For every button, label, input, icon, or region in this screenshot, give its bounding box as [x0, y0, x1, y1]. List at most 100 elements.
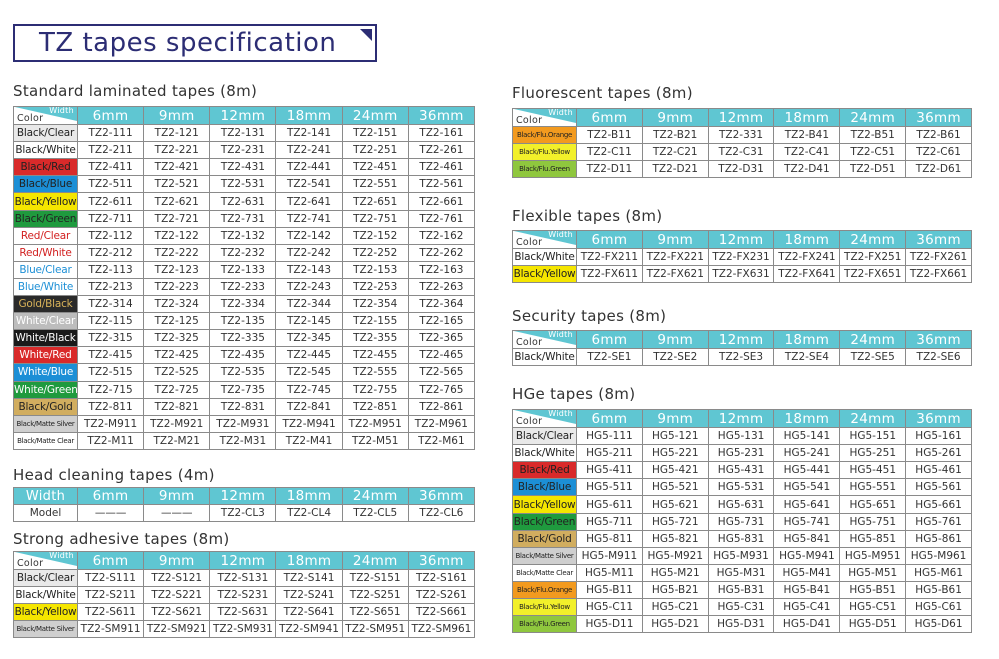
model-code-cell: TZ2-345 [275, 329, 343, 348]
color-cell: Black/Flu.Yellow [512, 143, 577, 162]
model-code-cell: TZ2-CL3 [209, 504, 277, 523]
model-code-cell: HG5-541 [773, 478, 841, 497]
model-code-cell: TZ2-SE5 [839, 348, 907, 367]
model-code-cell: TZ2-212 [76, 243, 145, 262]
width-header-cell: 9mm [641, 107, 709, 128]
model-code-cell: TZ2-335 [209, 329, 277, 348]
model-code-cell: TZ2-621 [143, 192, 211, 211]
model-code-cell: TZ2-142 [275, 226, 343, 245]
model-code-cell: TZ2-FX651 [839, 265, 907, 284]
width-label: Width [548, 109, 573, 117]
width-header-cell: 36mm [905, 107, 972, 128]
model-code-cell: TZ2-SE4 [773, 348, 841, 367]
color-cell: Black/Green [512, 512, 577, 531]
model-code-cell: TZ2-SE3 [707, 348, 775, 367]
width-header-cell: 6mm [76, 550, 145, 571]
model-code-cell: TZ2-S121 [143, 569, 211, 588]
model-code-cell: HG5-411 [576, 461, 643, 480]
model-code-cell: TZ2-611 [76, 192, 145, 211]
color-label: Color [516, 115, 543, 127]
model-code-cell: TZ2-241 [275, 141, 343, 160]
model-code-cell: HG5-C41 [773, 598, 841, 617]
model-code-cell: TZ2-M951 [341, 414, 409, 433]
table-row: Blue/White TZ2-213 TZ2-223 TZ2-233 TZ2-243 TZ… [13, 277, 476, 297]
model-code-cell: HG5-M41 [773, 563, 841, 582]
color-cell: White/Blue [13, 363, 78, 382]
model-code-cell: HG5-431 [707, 461, 775, 480]
width-header-cell: 36mm [407, 486, 476, 506]
model-code-cell: TZ2-541 [275, 175, 343, 194]
model-code-cell: TZ2-415 [76, 346, 145, 365]
width-header-cell: 12mm [209, 486, 277, 506]
table-row: Black/Flu.Yellow HG5-C11 HG5-C21 HG5-C31 HG5… [512, 598, 972, 617]
width-header-cell: 24mm [839, 229, 907, 250]
model-code-cell: HG5-511 [576, 478, 643, 497]
model-code-cell: TZ2-SM931 [209, 620, 277, 639]
model-code-cell: TZ2-122 [143, 226, 211, 245]
model-code-cell: TZ2-521 [143, 175, 211, 194]
model-code-cell: TZ2-133 [209, 260, 277, 279]
model-code-cell: HG5-241 [773, 444, 841, 463]
model-code-cell: TZ2-841 [275, 397, 343, 416]
width-header-cell: 18mm [275, 105, 343, 126]
model-code-cell: TZ2-S611 [76, 603, 145, 622]
model-code-cell: TZ2-445 [275, 346, 343, 365]
model-code-cell: TZ2-344 [275, 295, 343, 314]
color-cell: Black/White [512, 444, 577, 463]
model-code-cell: TZ2-B21 [641, 126, 709, 145]
model-code-cell: TZ2-C41 [773, 143, 841, 162]
model-code-cell: TZ2-145 [275, 312, 343, 331]
color-cell: Black/Flu.Orange [512, 126, 577, 145]
width-header-cell: 12mm [707, 229, 775, 250]
model-code-cell: HG5-561 [905, 478, 972, 497]
model-code-cell: TZ2-135 [209, 312, 277, 331]
model-code-cell: TZ2-651 [341, 192, 409, 211]
diagonal-split-icon [514, 109, 576, 123]
model-code-cell: TZ2-S131 [209, 569, 277, 588]
model-code-cell: TZ2-C51 [839, 143, 907, 162]
model-code-cell: TZ2-SM911 [76, 620, 145, 639]
model-code-cell: TZ2-CL6 [407, 504, 476, 523]
model-code-cell: TZ2-S651 [341, 603, 409, 622]
width-header-cell: 6mm [76, 486, 145, 506]
model-code-cell: TZ2-SE1 [576, 348, 643, 367]
model-code-cell: TZ2-421 [143, 158, 211, 177]
table-row: White/Clear TZ2-115 TZ2-125 TZ2-135 TZ2-145 T… [13, 312, 476, 331]
color-cell: Black/Matte Clear [512, 563, 577, 582]
color-cell: White/Black [13, 329, 78, 348]
table-row: Black/Flu.Green HG5-D11 HG5-D21 HG5-D31 HG5-… [512, 615, 972, 634]
diagonal-split-icon [514, 231, 576, 245]
model-code-cell: HG5-861 [905, 529, 972, 548]
model-code-cell: HG5-B21 [641, 580, 709, 600]
width-header-cell: 6mm [76, 105, 145, 126]
model-code-cell: HG5-M941 [773, 546, 841, 565]
width-header-cell: 18mm [773, 408, 841, 429]
row-label-cell: Model [13, 504, 78, 523]
model-code-cell: TZ2-S111 [76, 569, 145, 588]
model-code-cell: TZ2-355 [341, 329, 409, 348]
flexible-table: Width Color 6mm 9mm 12mm 18mm 24mm 36mm Black/Wh… [512, 229, 972, 284]
model-code-cell: TZ2-331 [707, 126, 775, 145]
model-code-cell: TZ2-121 [143, 124, 211, 143]
model-code-cell: TZ2-465 [407, 346, 476, 365]
model-code-cell: TZ2-S221 [143, 586, 211, 605]
width-header-cell: 9mm [641, 229, 709, 250]
width-header-cell: 24mm [839, 107, 907, 128]
table-row: Black/Matte Clear TZ2-M11 TZ2-M21 TZ2-M31 TZ… [13, 431, 476, 450]
width-header-cell: 24mm [839, 329, 907, 350]
model-code-cell: TZ2-721 [143, 209, 211, 228]
width-label: Width [13, 486, 78, 506]
color-cell: Black/Matte Clear [13, 431, 78, 450]
table-row: Model ——— ——— TZ2-CL3 TZ2-CL4 TZ2-CL5 TZ2-CL6 [13, 504, 476, 523]
model-code-cell: TZ2-S161 [407, 569, 476, 588]
table-row: Black/Matte Silver HG5-M911 HG5-M921 HG5-M9… [512, 546, 972, 565]
model-code-cell: TZ2-262 [407, 243, 476, 262]
table-row: Black/Clear HG5-111 HG5-121 HG5-131 HG5-141 H… [512, 427, 972, 446]
table-row: Black/Yellow HG5-611 HG5-621 HG5-631 HG5-641… [512, 495, 972, 514]
model-code-cell: TZ2-162 [407, 226, 476, 245]
model-code-cell: TZ2-152 [341, 226, 409, 245]
model-code-cell: TZ2-M961 [407, 414, 476, 433]
model-code-cell: TZ2-M921 [143, 414, 211, 433]
model-code-cell: TZ2-FX621 [641, 265, 709, 284]
model-code-cell: HG5-D61 [905, 615, 972, 634]
